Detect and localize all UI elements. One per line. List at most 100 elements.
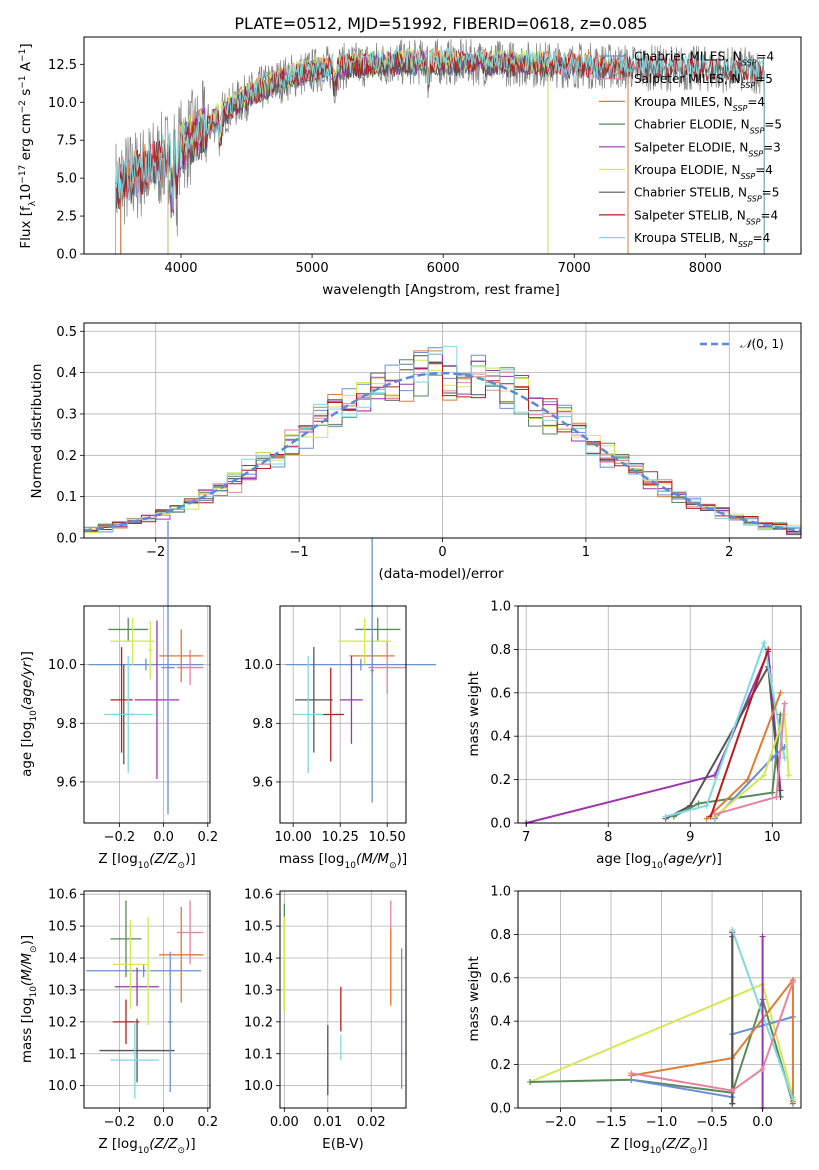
mass-weight-vs-age-point-marker [761, 772, 768, 779]
residuals-xtick-label: −2 [146, 545, 165, 560]
mass-vs-ebv-xtick-label: 0.02 [357, 1115, 386, 1130]
spectrum-model-line [115, 47, 764, 211]
gaussian-reference-curve [83, 371, 802, 533]
legend-label: Chabrier STELIB, NSSP=5 [634, 186, 779, 204]
residuals-ytick-label: 0.3 [56, 407, 77, 422]
mass-weight-vs-Z-marks [527, 927, 796, 1111]
mass-weight-vs-Z-point-marker [759, 933, 766, 940]
legend-label: Kroupa STELIB, NSSP=4 [634, 231, 770, 249]
mass-weight-vs-age-point-marker [695, 800, 702, 807]
mass-vs-Z-panel: −0.2 0.0 0.2 10.0 10.1 10.2 10.3 10.4 10.5 10.6 Z… [19, 888, 218, 1156]
mass-weight-vs-Z-point-marker [729, 1100, 736, 1107]
mass-weight-vs-Z-ylabel: mass weight [466, 956, 482, 1041]
mass-vs-Z-ytick-label: 10.0 [48, 1079, 77, 1094]
residuals-ytick-label: 0.2 [56, 449, 77, 464]
spectrum-ytick-label: 7.5 [56, 134, 77, 149]
mass-weight-vs-Z-ytick-label: 0.4 [490, 1015, 511, 1030]
mass-weight-vs-Z-xtick-label: −0.5 [696, 1115, 728, 1130]
spectrum-ylabel: Flux [fλ10−17 erg cm−2 s−1 A−1] [18, 43, 38, 248]
mass-vs-ebv-ytick-label: 10.0 [244, 1079, 273, 1094]
mass-weight-vs-Z-xtick-label: −2.0 [545, 1115, 577, 1130]
mass-weight-vs-Z-xtick-label: 0.0 [752, 1115, 773, 1130]
residuals-xtick-label: −1 [290, 545, 309, 560]
mass-weight-vs-Z-point-marker [628, 1070, 635, 1077]
mass-vs-Z-marks [86, 900, 204, 1099]
residual-histogram [83, 345, 801, 538]
mass-weight-vs-Z-ytick-label: 1.0 [490, 885, 511, 900]
residuals-xlabel: (data-model)/error [378, 566, 504, 582]
mass-weight-vs-age-series-line [709, 649, 770, 817]
mass-vs-Z-grid [84, 891, 210, 1108]
age-vs-mass-marks [285, 538, 437, 803]
spectrum-marks [115, 38, 765, 254]
mass-vs-Z-ytick-label: 10.4 [48, 952, 77, 967]
mass-vs-Z-ticks: −0.2 0.0 0.2 10.0 10.1 10.2 10.3 10.4 10.5 10.6 [48, 888, 218, 1130]
mass-weight-vs-age-point-marker [777, 689, 784, 696]
mass-vs-Z-ylabel: mass [log10(M/M⊙)] [19, 935, 39, 1063]
age-vs-Z-ytick-label: 10.0 [48, 658, 77, 673]
mass-vs-ebv-grid [280, 891, 406, 1108]
spectrum-xtick-label: 6000 [427, 261, 460, 276]
mass-weight-vs-age-ytick-label: 0.8 [490, 643, 511, 658]
residuals-legend: 𝒩(0, 1) [700, 337, 784, 351]
mass-vs-Z-frame [83, 890, 211, 1109]
age-vs-Z-ylabel: age [log10(age/yr)] [19, 651, 39, 777]
residuals-ylabel: Normed distribution [29, 364, 45, 499]
mass-weight-vs-Z-ytick-label: 0.6 [490, 971, 511, 986]
mass-weight-vs-age-point-marker [744, 776, 751, 783]
mass-weight-vs-age-series-line [665, 638, 786, 818]
mass-weight-vs-age-xtick-label: 9 [686, 830, 694, 845]
residuals-ticks: −2 −1 0 1 2 0.0 0.1 0.2 0.3 0.4 0.5 [56, 325, 733, 560]
mass-weight-vs-age-series-line [714, 714, 790, 818]
mass-weight-vs-age-ytick-label: 1.0 [490, 600, 511, 615]
mass-vs-ebv-ytick-label: 10.3 [244, 983, 273, 998]
spectrum-model-line [115, 51, 764, 210]
mass-vs-Z-ytick-label: 10.1 [48, 1047, 77, 1062]
mass-vs-Z-xtick-label: 0.0 [153, 1115, 174, 1130]
mass-vs-ebv-xtick-label: 0.01 [313, 1115, 342, 1130]
mass-weight-vs-age-point-marker [662, 813, 669, 820]
mass-vs-ebv-ytick-label: 10.6 [244, 888, 273, 903]
age-vs-mass-ytick-label: 10.0 [244, 658, 273, 673]
mass-weight-vs-age-xtick-label: 10 [764, 830, 781, 845]
mass-weight-vs-age-point-marker [761, 639, 768, 646]
legend-gaussian-label: 𝒩(0, 1) [740, 337, 784, 351]
spectrum-model-line [167, 51, 548, 214]
age-vs-mass-xtick-label: 10.00 [275, 830, 312, 845]
mass-vs-Z-ytick-label: 10.5 [48, 920, 77, 935]
legend-label: Salpeter STELIB, NSSP=4 [634, 208, 778, 226]
mass-weight-vs-Z-ytick-label: 0.0 [490, 1102, 511, 1117]
mass-vs-ebv-ytick-label: 10.5 [244, 920, 273, 935]
spectrum-model-line [115, 50, 764, 214]
mass-vs-ebv-ticks: 0.00 0.01 0.02 10.0 10.1 10.2 10.3 10.4 10.5 10.6 [244, 888, 386, 1130]
residuals-marks [83, 345, 802, 538]
residuals-xtick-label: 0 [438, 545, 446, 560]
mass-weight-vs-age-ytick-label: 0.2 [490, 773, 511, 788]
age-vs-Z-marks [88, 520, 204, 815]
spectrum-ytick-label: 12.5 [48, 58, 77, 73]
mass-vs-ebv-xlabel: E(B-V) [322, 1136, 364, 1152]
age-vs-mass-xtick-label: 10.25 [322, 830, 359, 845]
age-vs-Z-xtick-label: 0.0 [153, 830, 174, 845]
mass-vs-Z-ytick-label: 10.2 [48, 1015, 77, 1030]
mass-weight-vs-age-point-marker [711, 811, 718, 818]
residuals-xtick-label: 2 [725, 545, 733, 560]
mass-vs-Z-ytick-label: 10.3 [48, 983, 77, 998]
spectrum-xtick-label: 5000 [296, 261, 329, 276]
age-vs-Z-xlabel: Z [log10(Z/Z⊙)] [98, 851, 195, 871]
mass-weight-vs-Z-panel: −2.0 −1.5 −1.0 −0.5 0.0 0.0 0.2 0.4 0.6 0.8 1.0 Z … [466, 885, 802, 1156]
mass-weight-vs-age-point-marker [785, 772, 792, 779]
spectrum-xtick-label: 4000 [164, 261, 197, 276]
mass-weight-vs-age-point-marker [781, 700, 788, 707]
spectrum-legend: Chabrier MILES, NSSP=4 Salpeter MILES, NS… [599, 50, 782, 249]
age-vs-Z-xtick-label: 0.2 [197, 830, 218, 845]
mass-vs-ebv-frame [279, 890, 407, 1109]
mass-weight-vs-age-xtick-label: 7 [522, 830, 530, 845]
mass-weight-vs-age-ytick-label: 0.0 [490, 817, 511, 832]
mass-vs-Z-xtick-label: −0.2 [104, 1115, 136, 1130]
legend-label: Kroupa MILES, NSSP=4 [634, 95, 765, 113]
mass-weight-vs-age-xtick-label: 8 [604, 830, 612, 845]
mass-vs-ebv-marks [283, 900, 403, 1096]
age-vs-Z-ticks: −0.2 0.0 0.2 9.6 9.8 10.0 [48, 658, 218, 845]
mass-weight-vs-age-point-marker [769, 789, 776, 796]
